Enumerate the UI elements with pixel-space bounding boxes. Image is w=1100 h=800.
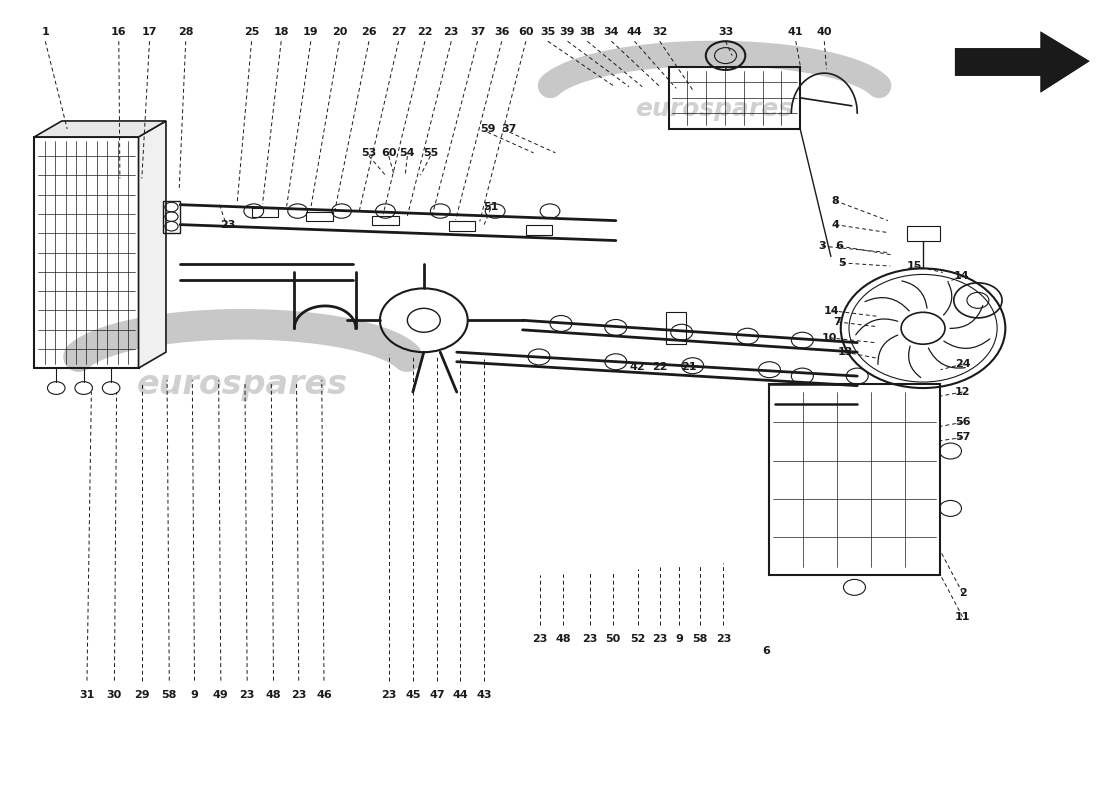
Text: 50: 50 xyxy=(605,634,620,644)
Text: 23: 23 xyxy=(532,634,548,644)
Text: 52: 52 xyxy=(630,634,646,644)
Text: 3: 3 xyxy=(818,241,826,251)
Text: 25: 25 xyxy=(244,26,260,37)
Text: 34: 34 xyxy=(604,26,619,37)
Text: 12: 12 xyxy=(955,387,970,397)
Text: 20: 20 xyxy=(331,26,346,37)
Text: 9: 9 xyxy=(675,634,683,644)
Text: 23: 23 xyxy=(582,634,597,644)
Text: 17: 17 xyxy=(142,26,157,37)
Text: 23: 23 xyxy=(220,220,235,230)
Text: 4: 4 xyxy=(832,220,839,230)
Bar xyxy=(669,66,800,129)
Text: 6: 6 xyxy=(836,241,844,251)
Bar xyxy=(163,201,180,233)
Text: 23: 23 xyxy=(716,634,732,644)
Text: 27: 27 xyxy=(390,26,406,37)
Text: 15: 15 xyxy=(906,261,922,271)
Text: 14: 14 xyxy=(954,271,969,282)
Text: 57: 57 xyxy=(955,433,970,442)
Text: 51: 51 xyxy=(483,202,498,212)
Text: 22: 22 xyxy=(652,362,668,371)
Text: 41: 41 xyxy=(788,26,804,37)
Text: 42: 42 xyxy=(630,362,646,371)
Bar xyxy=(372,216,398,226)
Text: 48: 48 xyxy=(266,690,282,700)
Text: 55: 55 xyxy=(422,148,438,158)
Text: 37: 37 xyxy=(470,26,485,37)
Text: 30: 30 xyxy=(107,690,122,700)
Bar xyxy=(769,384,939,575)
Polygon shape xyxy=(34,121,166,137)
Bar xyxy=(526,226,552,235)
Text: 58: 58 xyxy=(693,634,708,644)
Text: 59: 59 xyxy=(480,124,495,134)
Text: 29: 29 xyxy=(134,690,150,700)
Text: 44: 44 xyxy=(452,690,468,700)
Text: 37: 37 xyxy=(502,124,517,134)
Text: 33: 33 xyxy=(718,26,734,37)
Text: 48: 48 xyxy=(556,634,571,644)
Text: 35: 35 xyxy=(540,26,556,37)
Text: 60: 60 xyxy=(381,148,396,158)
Text: 49: 49 xyxy=(213,690,229,700)
Text: eurospares: eurospares xyxy=(138,367,349,401)
Text: 44: 44 xyxy=(627,26,642,37)
Text: 54: 54 xyxy=(399,148,415,158)
Text: 23: 23 xyxy=(292,690,307,700)
Text: 23: 23 xyxy=(240,690,255,700)
Text: 26: 26 xyxy=(361,26,377,37)
Text: 40: 40 xyxy=(816,26,832,37)
Text: 43: 43 xyxy=(476,690,492,700)
Text: 14: 14 xyxy=(824,306,839,316)
Text: 21: 21 xyxy=(682,362,697,371)
Bar xyxy=(307,212,332,222)
Text: 28: 28 xyxy=(178,26,194,37)
Text: 60: 60 xyxy=(518,26,534,37)
Text: 10: 10 xyxy=(822,333,837,343)
Text: 39: 39 xyxy=(560,26,575,37)
Text: 23: 23 xyxy=(381,690,396,700)
Bar xyxy=(252,208,278,218)
Text: 9: 9 xyxy=(190,690,198,700)
Text: 56: 56 xyxy=(955,418,970,427)
Text: 5: 5 xyxy=(838,258,846,268)
Text: 16: 16 xyxy=(111,26,126,37)
Text: 36: 36 xyxy=(494,26,509,37)
Text: 53: 53 xyxy=(361,148,376,158)
Text: 31: 31 xyxy=(79,690,95,700)
Text: 22: 22 xyxy=(417,26,432,37)
Bar xyxy=(667,312,686,344)
Polygon shape xyxy=(956,34,1088,90)
Text: 32: 32 xyxy=(652,26,668,37)
Bar xyxy=(449,222,475,231)
Text: 13: 13 xyxy=(837,347,852,357)
Text: 58: 58 xyxy=(162,690,177,700)
Text: 7: 7 xyxy=(834,317,842,327)
Text: 8: 8 xyxy=(832,196,839,206)
Text: 23: 23 xyxy=(652,634,668,644)
Polygon shape xyxy=(139,121,166,368)
Text: 11: 11 xyxy=(955,612,970,622)
Text: 24: 24 xyxy=(955,359,970,369)
Text: 47: 47 xyxy=(429,690,444,700)
Text: 2: 2 xyxy=(959,588,967,598)
Text: 1: 1 xyxy=(42,26,50,37)
Text: 45: 45 xyxy=(405,690,420,700)
Text: 23: 23 xyxy=(443,26,459,37)
Text: 6: 6 xyxy=(762,646,770,656)
Text: 18: 18 xyxy=(274,26,289,37)
Text: 3B: 3B xyxy=(580,26,595,37)
Text: 19: 19 xyxy=(302,26,319,37)
Bar xyxy=(34,137,139,368)
Text: eurospares: eurospares xyxy=(636,97,793,121)
Text: 46: 46 xyxy=(316,690,332,700)
Bar xyxy=(906,226,939,241)
